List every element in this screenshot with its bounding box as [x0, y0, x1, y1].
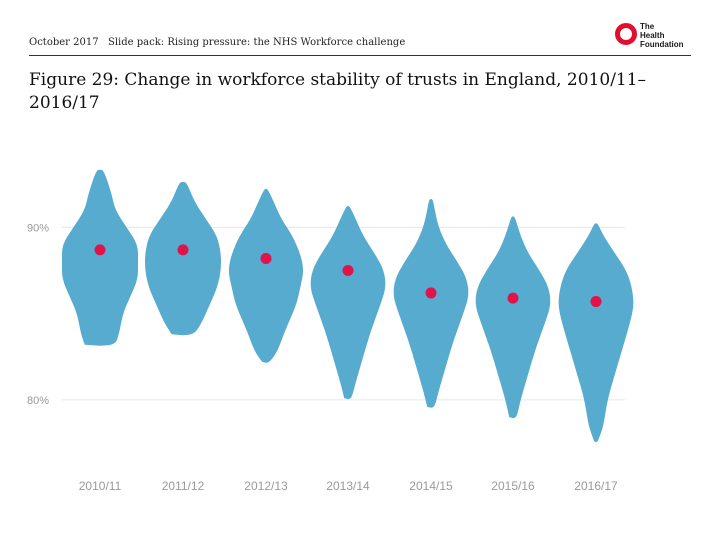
header-rule [29, 55, 691, 56]
median-dot [425, 287, 437, 299]
x-tick-label: 2011/12 [162, 479, 205, 493]
violin-2012-13 [228, 188, 304, 363]
median-dot [590, 296, 602, 308]
x-tick-label: 2012/13 [244, 479, 288, 493]
y-tick-label: 90% [27, 222, 49, 234]
x-tick-label: 2016/17 [574, 479, 618, 493]
violin-2014-15 [393, 199, 469, 408]
median-dot [507, 292, 519, 304]
logo-ring-icon [615, 23, 637, 45]
x-tick-label: 2010/11 [79, 479, 122, 493]
figure-title: Figure 29: Change in workforce stability… [29, 70, 647, 113]
violin-2010-11 [62, 169, 138, 346]
violin-2011-12 [145, 181, 221, 336]
header-date: October 2017 [29, 37, 99, 48]
logo-text-line: Health [640, 31, 665, 40]
logo-text-line: Foundation [640, 40, 684, 49]
logo-text-line: The [640, 22, 655, 31]
median-dot [177, 244, 189, 256]
health-foundation-logo: The Health Foundation [614, 22, 694, 52]
x-tick-label: 2014/15 [409, 479, 453, 493]
y-tick-label: 80% [27, 395, 49, 407]
median-dot [94, 244, 106, 256]
median-dot [260, 252, 272, 264]
violin-2015-16 [475, 216, 551, 419]
violin-2013-14 [310, 205, 386, 400]
x-tick-label: 2015/16 [491, 479, 535, 493]
violin-2016-17 [558, 223, 634, 443]
x-tick-label: 2013/14 [326, 479, 370, 493]
header-title: Slide pack: Rising pressure: the NHS Wor… [108, 37, 406, 48]
median-dot [342, 265, 354, 277]
